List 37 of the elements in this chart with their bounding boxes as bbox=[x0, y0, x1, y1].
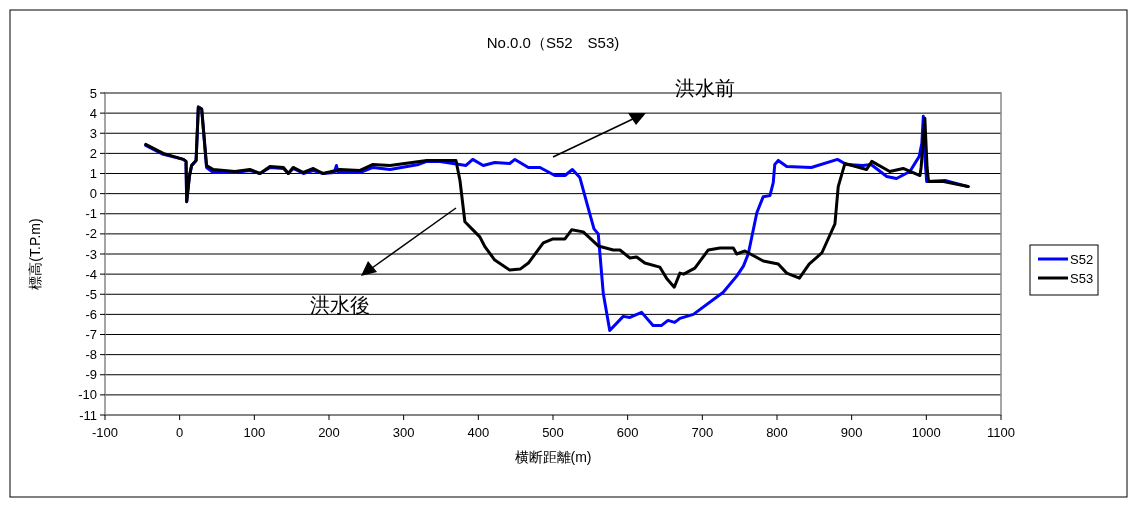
x-tick-label: 400 bbox=[467, 425, 490, 440]
annotation: 洪水後 bbox=[310, 294, 370, 316]
y-tick-label: -9 bbox=[85, 367, 97, 383]
x-tick-label: 600 bbox=[616, 425, 639, 440]
x-tick-label: -100 bbox=[91, 425, 119, 440]
chart-title: No.0.0（S52 S53) bbox=[486, 34, 620, 51]
x-tick-label: 500 bbox=[542, 425, 564, 440]
y-tick-label: 2 bbox=[89, 145, 97, 161]
legend-label: S53 bbox=[1070, 270, 1094, 286]
y-tick-label: -6 bbox=[85, 306, 97, 322]
y-tick-label: 1 bbox=[89, 166, 97, 182]
y-tick-label: -1 bbox=[85, 206, 97, 222]
x-axis-title: 横断距離(m) bbox=[514, 449, 592, 465]
y-tick-label: 3 bbox=[89, 125, 97, 141]
y-tick-label: 5 bbox=[89, 85, 97, 101]
x-tick-label: 100 bbox=[243, 425, 266, 440]
x-tick-label: 800 bbox=[766, 425, 788, 440]
y-tick-label: -3 bbox=[85, 246, 97, 262]
y-tick-label: -7 bbox=[85, 327, 97, 343]
x-tick-label: 0 bbox=[176, 425, 184, 440]
x-tick-label: 300 bbox=[392, 425, 415, 440]
legend-label: S52 bbox=[1070, 251, 1094, 267]
y-tick-label: -10 bbox=[78, 387, 97, 403]
x-tick-label: 900 bbox=[840, 425, 863, 440]
y-tick-label: 4 bbox=[89, 105, 97, 121]
x-tick-label: 1100 bbox=[987, 425, 1015, 440]
x-tick-label: 200 bbox=[318, 425, 340, 440]
y-tick-label: -11 bbox=[79, 407, 97, 423]
y-tick-label: -2 bbox=[85, 226, 97, 242]
y-tick-label: -5 bbox=[85, 286, 97, 302]
y-tick-label: -8 bbox=[85, 347, 97, 363]
x-tick-label: 700 bbox=[691, 425, 714, 440]
x-tick-label: 1000 bbox=[911, 425, 941, 440]
annotation: 洪水前 bbox=[675, 77, 735, 99]
y-axis-title: 標高(T.P.m) bbox=[27, 218, 43, 290]
y-tick-label: 0 bbox=[89, 186, 97, 202]
y-tick-label: -4 bbox=[85, 266, 97, 282]
